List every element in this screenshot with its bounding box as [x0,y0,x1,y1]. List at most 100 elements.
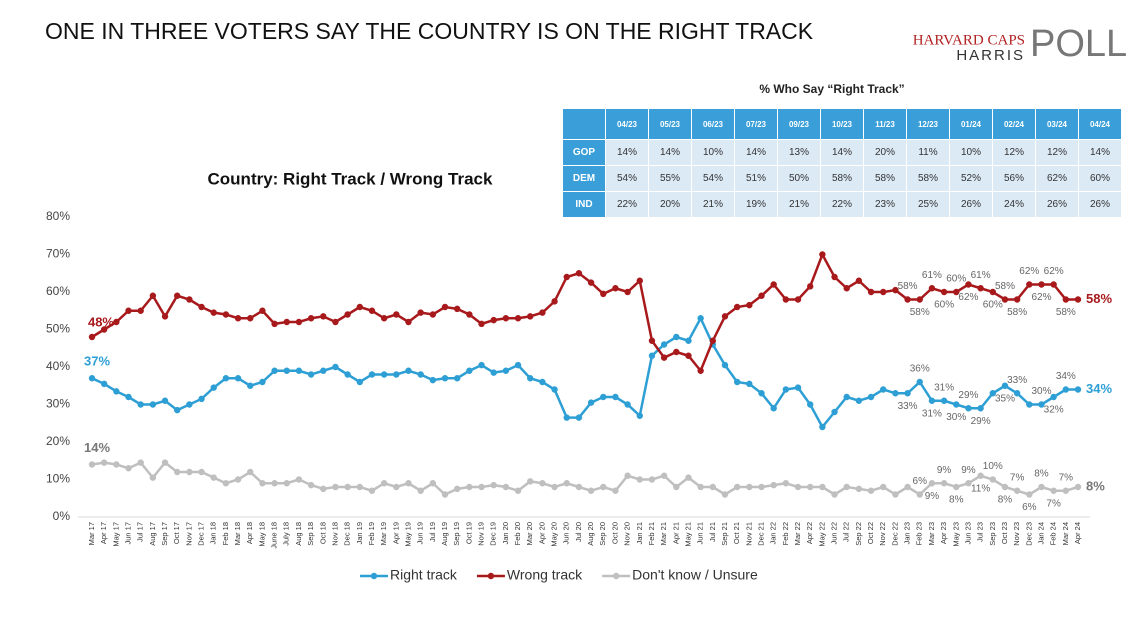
data-point [880,483,887,491]
x-tick-label: May 23 [951,522,960,547]
data-point [393,483,400,491]
table-cell: 62% [1035,165,1079,192]
data-point [697,315,704,322]
data-point [636,277,643,284]
legend-marker [487,572,495,580]
data-point [161,397,169,404]
data-point [819,423,826,431]
x-tick-label: Jan 23 [903,522,912,545]
data-point [478,483,485,491]
x-tick-label: Jan 19 [355,522,364,545]
data-point [234,476,242,483]
x-tick-label: Jan 18 [209,522,218,545]
data-point [417,487,424,494]
x-tick-label: Aug 19 [440,522,449,546]
data-point [502,315,510,322]
row-label: IND [562,191,606,218]
data-point [1062,386,1070,393]
data-point [1074,483,1082,491]
x-tick-label: Jan 22 [769,522,778,545]
data-label: 35% [995,393,1015,404]
data-point [295,476,303,483]
data-point [746,380,753,388]
data-point [758,390,765,397]
y-tick-label: 20% [46,434,70,448]
data-point [368,307,376,314]
data-point [685,337,692,344]
x-tick-label: Oct 22 [866,522,875,544]
data-point [161,313,169,320]
column-header: 04/23 [605,108,649,140]
y-tick-label: 40% [46,359,70,373]
table-title: % Who Say “Right Track” [759,82,904,96]
data-point [600,483,607,491]
data-point [210,474,217,481]
table-cell: 20% [863,139,907,166]
y-tick-label: 80% [46,209,70,223]
data-point [161,459,169,466]
x-tick-label: Aug 18 [294,522,303,546]
table-cell: 54% [691,165,735,192]
data-point [575,270,583,277]
data-point [453,485,461,493]
logo-line2: HARRIS [956,47,1025,64]
data-point [478,320,485,328]
x-tick-label: Mar 22 [793,522,802,545]
table-cell: 56% [992,165,1036,192]
data-point [466,311,473,318]
data-point [344,311,351,318]
data-label: 34% [1056,371,1076,382]
data-point [368,371,376,378]
data-point [1001,296,1009,303]
data-point [551,386,558,393]
data-point [344,483,351,491]
data-point [660,354,668,361]
data-point [149,401,157,408]
data-point [186,401,193,408]
data-point [380,371,388,378]
data-label: 8% [998,495,1013,506]
data-point [721,361,729,369]
data-point [636,412,643,419]
table-cell: 60% [1078,165,1122,192]
table-cell: 10% [949,139,993,166]
data-label: 14% [84,440,110,455]
x-tick-label: Jan 20 [501,522,510,545]
x-tick-label: Feb 24 [1049,522,1058,545]
data-point [794,384,802,391]
data-point [685,352,692,359]
data-label: 9% [937,465,952,476]
data-label: 60% [946,274,966,285]
data-point [478,361,485,369]
data-point [380,315,388,322]
x-tick-label: Mar 18 [233,522,242,545]
table-cell: 12% [1035,139,1079,166]
data-point [466,483,473,491]
data-label: 11% [971,483,990,494]
data-label: 33% [1007,375,1027,386]
data-point [88,333,96,341]
data-label: 58% [1007,307,1027,318]
data-label: 30% [1031,386,1051,397]
data-point [198,468,205,476]
data-point [940,480,948,487]
x-tick-label: Jul 19 [428,522,437,542]
table-cell: 14% [1078,139,1122,166]
table-cell: 22% [605,191,649,218]
logo-line3: POLL [1030,23,1127,65]
data-point [137,307,144,314]
data-point [527,375,534,382]
data-label: 62% [1019,266,1039,277]
data-point [660,472,668,479]
data-point [721,491,729,498]
data-point [551,298,558,305]
data-point [746,483,753,491]
data-point [892,286,899,294]
data-point [271,367,278,374]
column-header: 06/23 [691,108,735,140]
data-point [332,363,339,371]
data-point [1013,296,1021,303]
data-point [831,491,838,498]
data-point [965,480,972,487]
x-tick-label: Sep 18 [306,522,315,546]
